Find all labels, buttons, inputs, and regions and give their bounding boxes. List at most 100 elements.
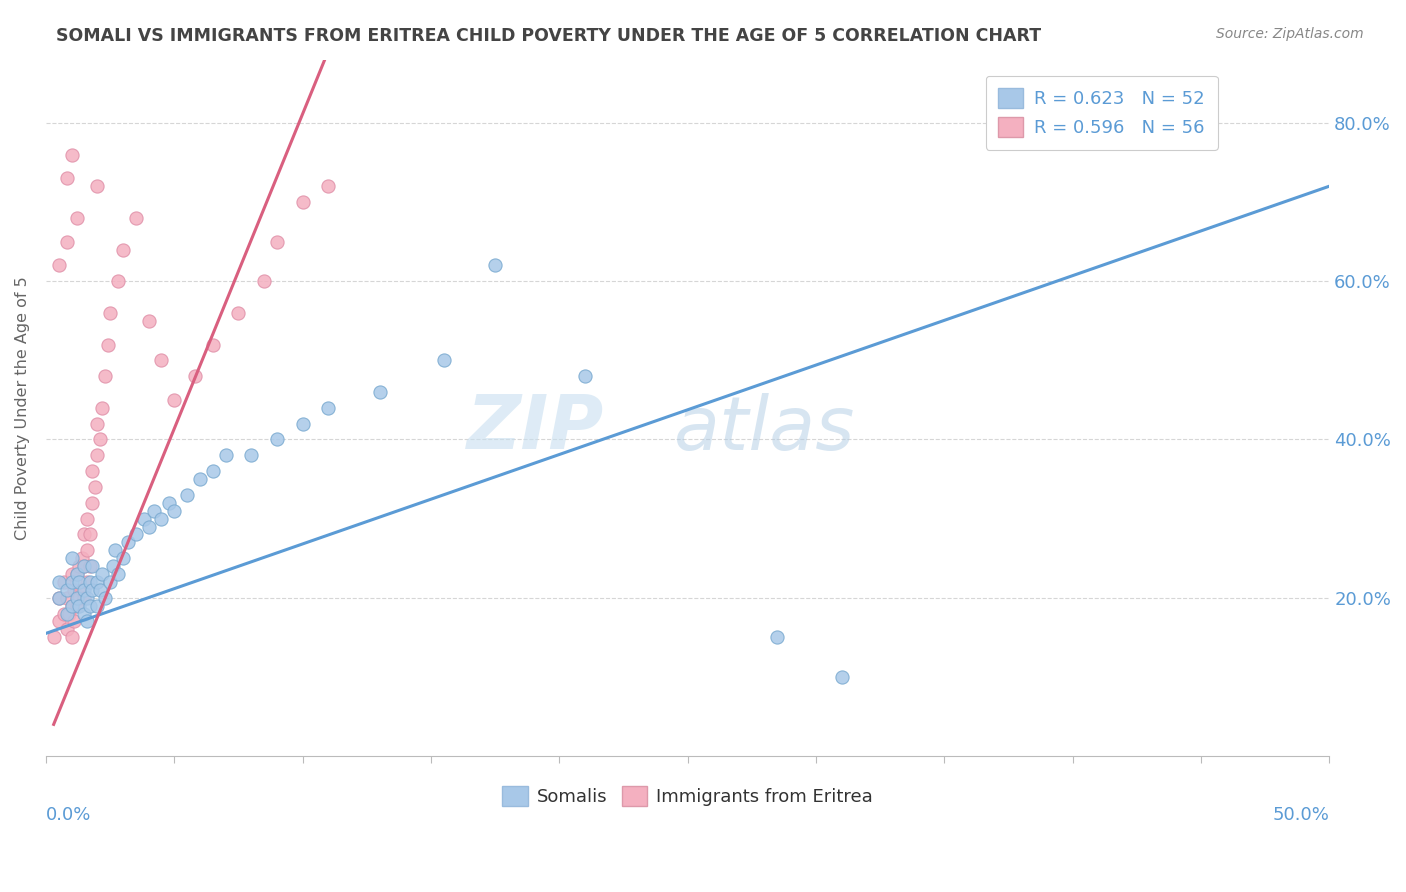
Point xyxy=(316,179,339,194)
Point xyxy=(55,591,77,605)
Point xyxy=(76,543,98,558)
Point xyxy=(291,417,314,431)
Point xyxy=(79,527,101,541)
Text: 0.0%: 0.0% xyxy=(46,806,91,824)
Point xyxy=(91,401,114,415)
Point xyxy=(94,591,117,605)
Point xyxy=(73,582,96,597)
Point xyxy=(117,535,139,549)
Y-axis label: Child Poverty Under the Age of 5: Child Poverty Under the Age of 5 xyxy=(15,276,30,540)
Point xyxy=(83,480,105,494)
Text: atlas: atlas xyxy=(673,392,855,465)
Point xyxy=(125,211,148,225)
Point xyxy=(766,630,789,644)
Point xyxy=(55,582,77,597)
Point xyxy=(184,369,207,384)
Legend: Somalis, Immigrants from Eritrea: Somalis, Immigrants from Eritrea xyxy=(495,779,880,814)
Point xyxy=(98,306,121,320)
Point xyxy=(76,615,98,629)
Point xyxy=(48,591,70,605)
Point xyxy=(86,574,108,589)
Point xyxy=(82,559,104,574)
Point xyxy=(73,559,96,574)
Point xyxy=(58,607,80,621)
Point xyxy=(66,599,89,613)
Point xyxy=(48,591,70,605)
Point xyxy=(73,591,96,605)
Point xyxy=(89,433,111,447)
Point xyxy=(63,615,86,629)
Point xyxy=(55,171,77,186)
Point xyxy=(111,243,134,257)
Point xyxy=(48,574,70,589)
Point xyxy=(291,195,314,210)
Point xyxy=(82,496,104,510)
Point xyxy=(52,607,75,621)
Point xyxy=(266,235,288,249)
Point xyxy=(60,599,83,613)
Point xyxy=(70,551,93,566)
Point xyxy=(60,551,83,566)
Point xyxy=(79,574,101,589)
Point xyxy=(142,504,165,518)
Text: 50.0%: 50.0% xyxy=(1272,806,1329,824)
Point xyxy=(316,401,339,415)
Point xyxy=(73,527,96,541)
Point xyxy=(125,527,148,541)
Point xyxy=(66,591,89,605)
Point xyxy=(138,314,160,328)
Text: SOMALI VS IMMIGRANTS FROM ERITREA CHILD POVERTY UNDER THE AGE OF 5 CORRELATION C: SOMALI VS IMMIGRANTS FROM ERITREA CHILD … xyxy=(56,27,1042,45)
Point xyxy=(101,559,124,574)
Point xyxy=(76,574,98,589)
Point xyxy=(176,488,198,502)
Point xyxy=(73,607,96,621)
Point xyxy=(67,574,90,589)
Point xyxy=(86,448,108,462)
Point xyxy=(48,615,70,629)
Point xyxy=(86,179,108,194)
Point xyxy=(55,607,77,621)
Point xyxy=(63,582,86,597)
Point xyxy=(42,630,65,644)
Point xyxy=(60,599,83,613)
Point xyxy=(138,519,160,533)
Point xyxy=(76,511,98,525)
Point xyxy=(104,543,127,558)
Point xyxy=(60,567,83,582)
Text: ZIP: ZIP xyxy=(467,392,605,466)
Point xyxy=(97,337,120,351)
Point xyxy=(111,551,134,566)
Point xyxy=(73,559,96,574)
Point xyxy=(107,274,129,288)
Point xyxy=(484,258,506,272)
Point xyxy=(368,384,391,399)
Point xyxy=(66,567,89,582)
Point xyxy=(60,630,83,644)
Point xyxy=(89,582,111,597)
Point xyxy=(150,353,173,368)
Point xyxy=(76,591,98,605)
Point xyxy=(67,599,90,613)
Point xyxy=(266,433,288,447)
Point xyxy=(66,567,89,582)
Point xyxy=(91,567,114,582)
Point xyxy=(82,464,104,478)
Point xyxy=(55,623,77,637)
Text: Source: ZipAtlas.com: Source: ZipAtlas.com xyxy=(1216,27,1364,41)
Point xyxy=(86,599,108,613)
Point xyxy=(150,511,173,525)
Point xyxy=(831,670,853,684)
Point xyxy=(70,582,93,597)
Point xyxy=(240,448,263,462)
Point xyxy=(60,574,83,589)
Point xyxy=(201,464,224,478)
Point xyxy=(79,559,101,574)
Point xyxy=(228,306,250,320)
Point xyxy=(48,258,70,272)
Point xyxy=(433,353,456,368)
Point xyxy=(60,147,83,161)
Point xyxy=(253,274,276,288)
Point xyxy=(67,591,90,605)
Point xyxy=(201,337,224,351)
Point xyxy=(214,448,236,462)
